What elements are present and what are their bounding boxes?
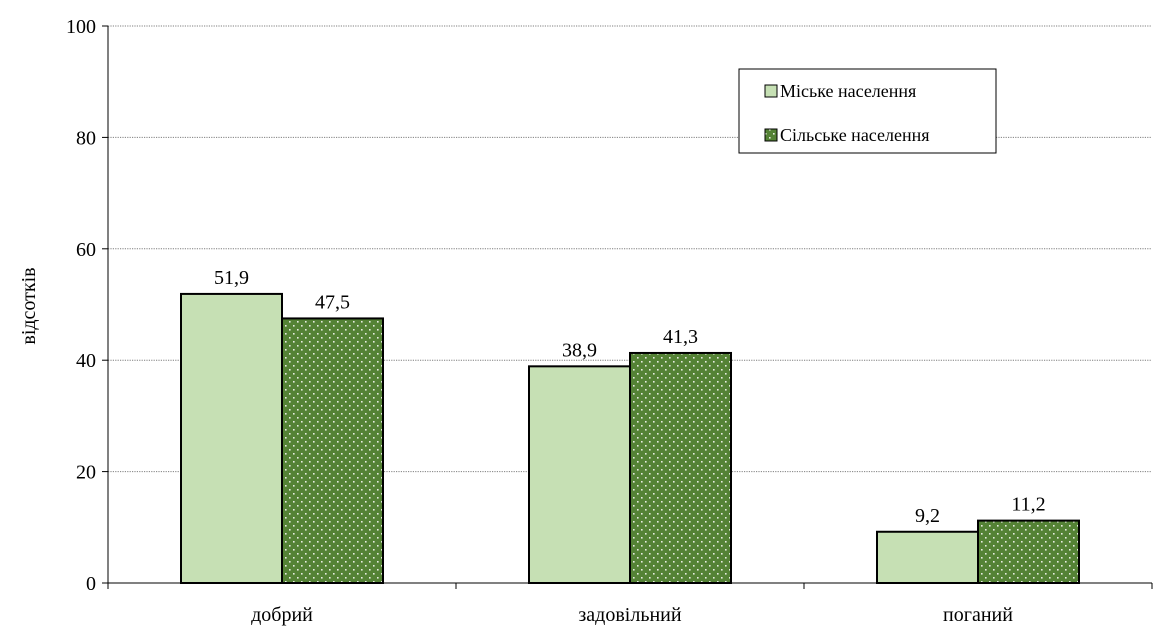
data-label: 47,5 [315,291,350,313]
x-tick-label: задовільний [578,604,681,626]
y-tick-label: 80 [76,127,96,149]
legend-swatch [764,84,778,98]
x-tick-label: добрий [251,604,313,626]
data-label: 41,3 [663,326,698,348]
y-tick-label: 40 [76,350,96,372]
bar-urban-1 [180,292,283,584]
y-axis-label: відсотків [18,267,40,344]
legend-box [738,68,997,154]
bar-rural-3 [977,519,1080,585]
bars [180,292,1080,585]
data-label: 9,2 [915,505,940,527]
data-labels: 51,9 38,9 9,2 47,5 41,3 11,2 [214,267,1046,527]
data-label: 11,2 [1011,494,1045,516]
bar-urban-3 [876,530,979,584]
legend-label: Міське населення [780,81,916,101]
x-tick-label: поганий [943,604,1013,626]
bar-urban-2 [528,365,631,584]
y-tick-label: 0 [86,573,96,595]
y-tick-label: 60 [76,239,96,261]
legend-swatch [764,128,778,142]
y-tick-label: 20 [76,462,96,484]
data-label: 51,9 [214,267,249,289]
legend-label: Сільське населення [780,125,930,145]
bar-rural-2 [629,351,732,585]
y-tick-label: 100 [66,16,96,38]
legend: Міське населення Сільське населення [738,68,997,154]
bar-rural-1 [281,317,384,584]
data-label: 38,9 [562,339,597,361]
